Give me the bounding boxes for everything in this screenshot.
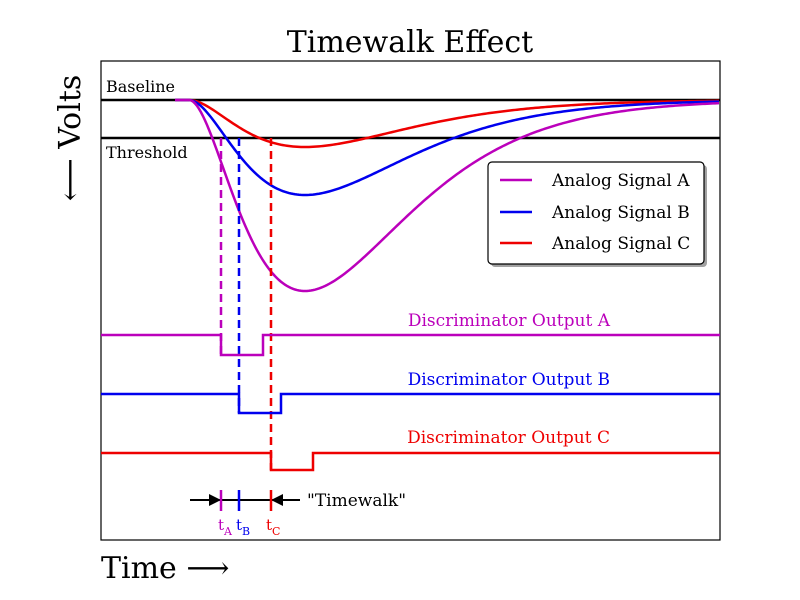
threshold-label: Threshold	[106, 143, 188, 162]
baseline-label: Baseline	[106, 77, 175, 96]
discriminator-output-a-label: Discriminator Output A	[408, 311, 611, 331]
discriminator-output-b-label: Discriminator Output B	[408, 370, 610, 390]
discriminator-output-c-trace	[101, 451, 720, 472]
x-axis-label: Time ⟶	[101, 551, 229, 586]
legend-label-b: Analog Signal B	[551, 203, 690, 223]
tick-label-c: tC	[266, 516, 280, 538]
y-axis-label: ⟵ Volts	[53, 75, 88, 202]
tick-label-a: tA	[218, 516, 233, 538]
timewalk-annotation: "Timewalk" tA tB tC	[190, 490, 406, 538]
analog-signal-a-curve	[175, 98, 720, 293]
tick-label-b: tB	[236, 516, 250, 538]
legend: Analog Signal A Analog Signal B Analog S…	[487, 161, 707, 267]
timewalk-left-arrowhead	[209, 494, 221, 506]
timewalk-right-arrowhead	[271, 494, 283, 506]
timewalk-label: "Timewalk"	[307, 491, 406, 511]
legend-box	[487, 161, 705, 265]
discriminator-output-b-trace	[101, 392, 720, 415]
legend-label-c: Analog Signal C	[551, 234, 690, 254]
discriminator-output-c-label: Discriminator Output C	[407, 428, 610, 448]
diagram-title: Timewalk Effect	[287, 25, 534, 60]
legend-label-a: Analog Signal A	[551, 171, 690, 191]
plot-frame	[100, 60, 721, 541]
analog-signal-b-curve	[175, 98, 720, 197]
discriminator-output-a-trace	[101, 333, 720, 357]
analog-signal-c-curve	[175, 98, 720, 149]
